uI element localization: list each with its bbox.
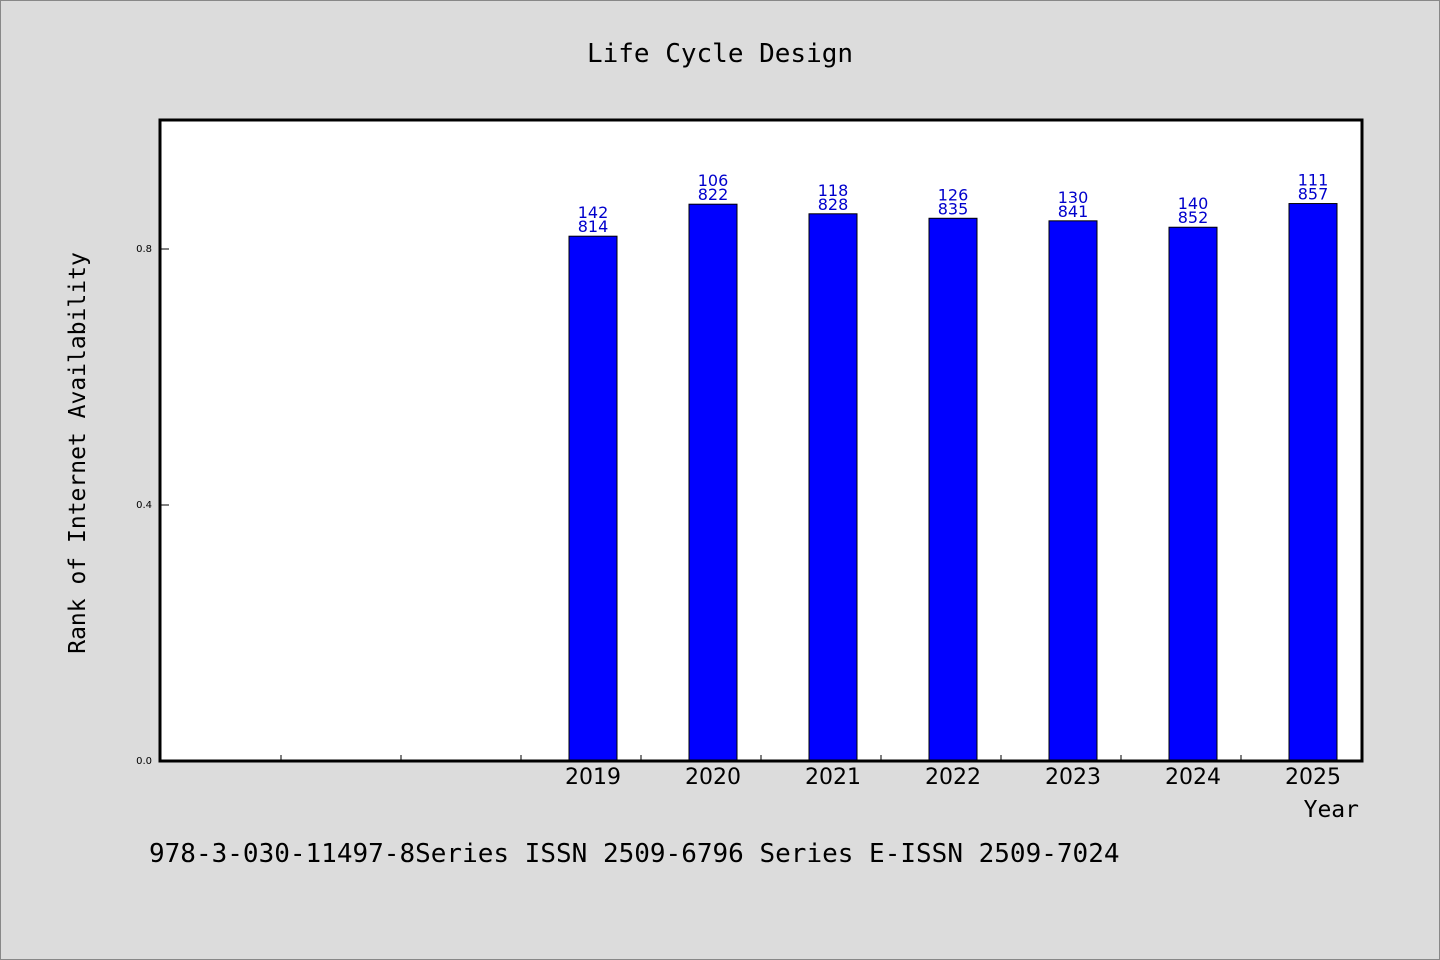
data-label-bottom: 852 bbox=[1178, 208, 1209, 227]
data-label-top: 126 bbox=[938, 185, 969, 204]
bar-2019 bbox=[568, 235, 618, 762]
data-label-bottom: 835 bbox=[938, 199, 969, 218]
data-label-top: 118 bbox=[818, 181, 849, 200]
data-label-top: 130 bbox=[1058, 188, 1089, 207]
bar-2024 bbox=[1168, 226, 1218, 762]
bars-group bbox=[568, 203, 1338, 762]
y-axis-label: Rank of Internet Availability bbox=[65, 252, 91, 654]
plot-area bbox=[160, 120, 1362, 761]
chart-title: Life Cycle Design bbox=[587, 39, 853, 69]
data-label-bottom: 828 bbox=[818, 195, 849, 214]
x-tick-label: 2023 bbox=[1045, 765, 1101, 790]
x-tick-label: 2022 bbox=[925, 765, 981, 790]
x-tick-label: 2021 bbox=[805, 765, 861, 790]
bar-2020 bbox=[688, 203, 738, 762]
x-tick-label: 2024 bbox=[1165, 765, 1221, 790]
data-label-bottom: 841 bbox=[1058, 202, 1089, 221]
x-tick-label: 2020 bbox=[685, 765, 741, 790]
data-label-top: 111 bbox=[1298, 171, 1329, 190]
data-label-top: 140 bbox=[1178, 194, 1209, 213]
bar-2022 bbox=[928, 217, 978, 762]
x-tick-label: 2025 bbox=[1285, 765, 1341, 790]
bar-2023 bbox=[1048, 220, 1098, 762]
data-label-top: 142 bbox=[578, 203, 609, 222]
x-axis-label: Year bbox=[1304, 797, 1359, 823]
y-tick-label: 0.8 bbox=[136, 244, 152, 255]
footer-isbn-text: 978-3-030-11497-8Series ISSN 2509-6796 S… bbox=[149, 839, 1120, 869]
data-label-top: 106 bbox=[698, 171, 729, 190]
data-label-bottom: 857 bbox=[1298, 185, 1329, 204]
plot-frame bbox=[158, 118, 1364, 763]
y-tick-label: 0.0 bbox=[136, 756, 152, 767]
data-label-bottom: 822 bbox=[698, 185, 729, 204]
data-label-bottom: 814 bbox=[578, 217, 609, 236]
bar-2021 bbox=[808, 213, 858, 762]
x-tick-label: 2019 bbox=[565, 765, 621, 790]
bar-2025 bbox=[1288, 203, 1338, 762]
y-tick-label: 0.4 bbox=[136, 500, 152, 511]
axis-ticks-group: 2019 2020 2021 2022 2023 2024 2025 0.0 0.4 0.8 bbox=[136, 244, 1341, 790]
